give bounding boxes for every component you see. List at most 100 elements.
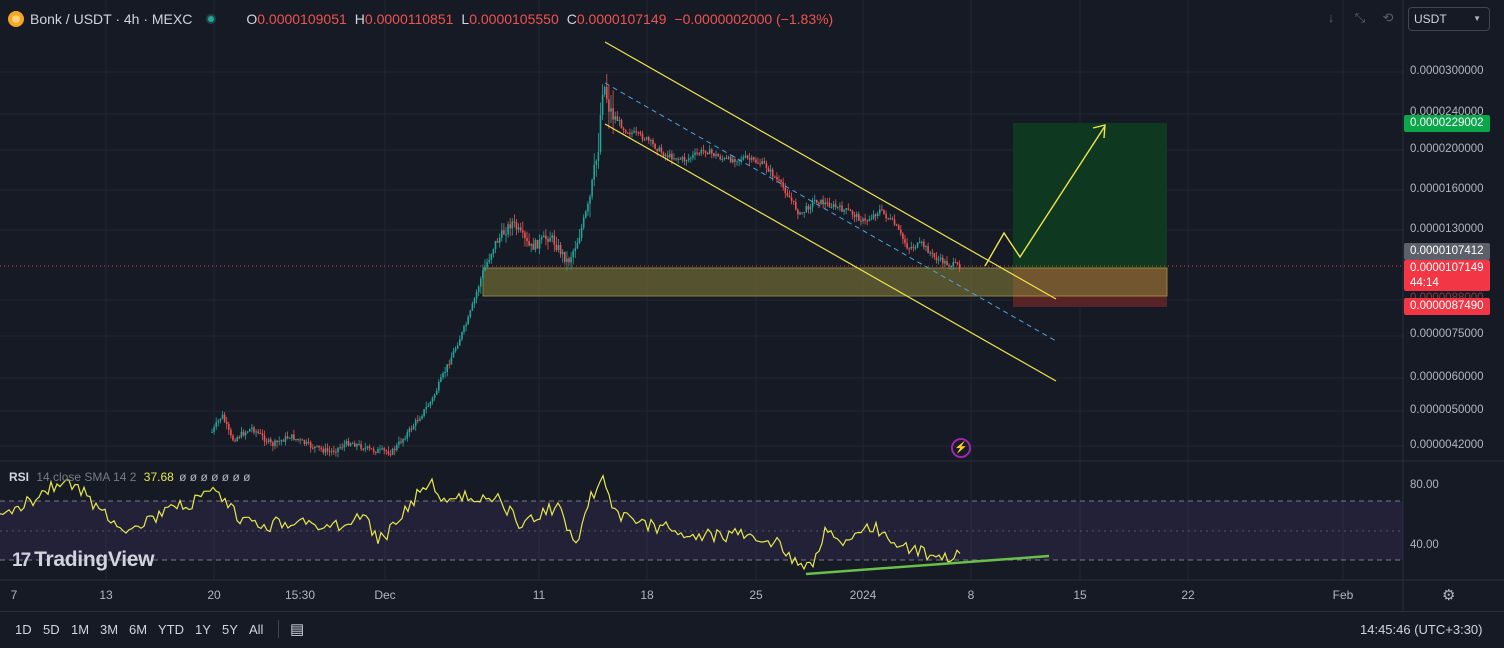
candle-body [482,270,484,279]
candle-body [295,438,297,440]
candle-body [803,211,805,213]
candle-body [897,225,900,230]
candle-body [713,153,715,156]
candle-body [654,143,656,149]
candle-body [423,409,425,416]
snapshot-icon[interactable]: ⟲ [1382,10,1394,25]
candle-body [408,428,411,433]
candle-body [774,176,776,178]
candle-body [549,237,551,242]
candle-body [662,152,665,157]
candle-body [889,218,892,220]
candle-body [519,227,522,231]
candle-body [608,99,610,112]
candle-body [923,241,925,248]
candle-body [223,414,226,422]
candle-body [465,324,467,327]
candle-body [860,220,862,222]
candle-body [572,251,574,258]
candle-body [438,381,440,391]
fullscreen-icon[interactable]: ⤡ [1354,10,1366,25]
candle-body [564,251,566,262]
rsi-axis-label: 80.00 [1410,479,1439,491]
candle-body [650,140,652,142]
price-axis-label: 0.0000075000 [1410,328,1484,340]
time-axis-label: 18 [640,588,654,602]
calendar-range-icon[interactable]: ▤ [290,621,305,638]
channel-lower-line [604,123,1057,382]
candle-body [582,217,585,228]
candle-body [799,212,801,215]
candle-body [769,169,772,172]
candle-body [228,424,230,430]
rsi-legend[interactable]: RSI 14 close SMA 14 2 37.68 ø ø ø ø ø ø … [9,470,250,484]
candle-body [276,440,278,443]
ohlc-high-key: H [354,11,365,27]
symbol-legend[interactable]: Bonk / USDT · 4h · MEXC O 0.0000109051 H… [8,9,833,29]
price-axis-label: 0.0000050000 [1410,404,1484,416]
price-axis-label: 0.0000042000 [1410,439,1484,451]
candle-body [753,157,755,160]
candle-body [879,209,881,214]
candle-body [748,157,751,160]
candle-body [706,152,709,155]
candle-body [698,153,700,155]
candle-body [610,108,612,112]
candle-body [440,377,442,382]
candle-body [467,316,469,325]
timeframe-all-button[interactable]: All [249,622,264,637]
candle-body [524,232,526,239]
candle-body [876,213,879,216]
candle-body [935,257,938,261]
candle-body [597,151,600,161]
clock-timezone[interactable]: 14:45:46 (UTC+3:30) [1360,622,1483,637]
candle-body [900,229,902,234]
tradingview-mark-icon: 17 [12,550,31,571]
candle-body [958,263,961,269]
timeframe-1d-button[interactable]: 1D [15,622,32,637]
symbol-title[interactable]: Bonk / USDT · 4h · MEXC [30,11,193,27]
timeframe-1m-button[interactable]: 1M [71,622,90,637]
candle-body [929,252,931,254]
candle-body [490,254,493,260]
candle-body [629,132,631,135]
timeframe-5d-button[interactable]: 5D [43,622,60,637]
lightning-event-icon[interactable]: ⚡ [951,438,971,458]
timeframe-ytd-button[interactable]: YTD [158,622,184,637]
download-icon[interactable]: ↓ [1327,10,1335,25]
candle-body [265,441,268,443]
candle-body [349,443,352,446]
candle-body [868,219,871,222]
price-chart-canvas[interactable] [0,0,1504,611]
candle-body [536,239,539,249]
timeframe-1y-button[interactable]: 1Y [195,622,211,637]
candle-body [778,179,780,181]
candle-body [750,157,753,160]
candle-body [297,438,299,440]
timeframe-3m-button[interactable]: 3M [100,622,119,637]
ohlc-close-key: C [566,11,577,27]
target-price-tag: 0.0000229002 [1404,115,1490,132]
candle-body [343,444,346,448]
candle-body [456,345,459,349]
timeframe-5y-button[interactable]: 5Y [222,622,238,637]
candle-body [729,156,732,163]
candle-body [450,357,453,365]
candle-body [742,157,745,160]
candle-body [627,132,629,134]
tradingview-logo[interactable]: 17 TradingView [12,548,154,572]
candle-body [526,238,528,242]
settings-gear-icon[interactable]: ⚙ [1442,587,1456,604]
candle-body [950,265,952,267]
candle-body [711,149,713,154]
candle-body [320,447,322,449]
candle-body [906,243,908,249]
candle-body [219,418,222,421]
candle-body [240,431,243,438]
timeframe-6m-button[interactable]: 6M [129,622,148,637]
currency-select[interactable]: USDT ▼ [1408,7,1490,31]
candle-body [801,212,803,214]
candle-body [511,221,514,229]
candle-body [328,451,331,453]
candle-body [477,286,480,293]
